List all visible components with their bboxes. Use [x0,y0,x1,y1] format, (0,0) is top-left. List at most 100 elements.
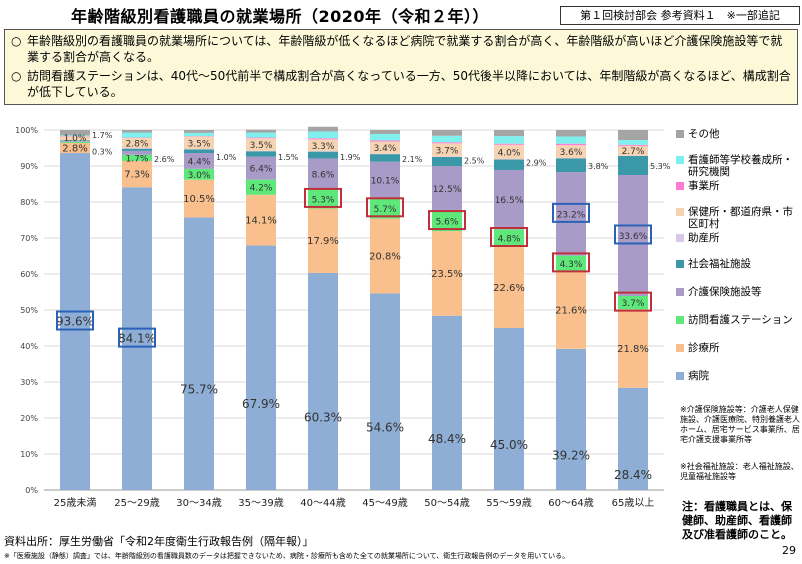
bar-segment [246,137,276,139]
bar-segment [556,158,586,173]
legend: その他 看護師等学校養成所・研究機関 事業所 保健所・都道府県・市区町村 助産所… [676,128,800,382]
bar-segment [370,141,400,154]
footnote-care-definition: ※介護保険施設等：介護老人保健施設、介護医療院、特別養護老人ホーム、居宅サービス… [680,405,800,444]
data-label: 23.2% [557,210,586,220]
x-tick-label: 65歳以上 [612,497,655,509]
data-label: 3.3% [312,142,335,152]
bar-segment [618,145,648,156]
bar-segment [494,130,524,137]
x-tick-label: 45〜49歳 [362,497,407,509]
bar-segment [122,130,152,133]
legend-swatch [676,372,684,380]
bar-segment [122,150,152,155]
bar-segment [308,139,338,152]
bar-segment [308,151,338,159]
data-label: 28.4% [614,468,652,482]
bar-segment [370,161,400,199]
y-tick-label: 70% [20,234,38,243]
bullet-icon: ○ [11,69,22,83]
data-label: 17.9% [307,236,339,247]
bar-segment [432,315,462,490]
bar-segment [246,132,276,138]
bar-segment [60,141,90,143]
data-label: 8.6% [312,170,335,180]
data-label: 5.7% [374,205,397,215]
side-label: 1.5% [278,153,299,162]
bar-segment [60,141,90,142]
bar-segment [556,130,586,137]
bar-segment [432,231,462,316]
bar-segment [308,126,338,132]
bar-segment [556,145,586,159]
side-label: 2.6% [154,155,175,164]
data-label: 2.7% [622,147,645,157]
x-tick-label: 50〜54歳 [424,497,469,509]
bar-segment [432,143,462,157]
data-label: 1.0% [64,134,87,144]
footnote-method: ※「医療施設（静態）調査」では、年齢階級別の看護職員数のデータは把握できないため… [4,552,570,560]
highlight-box [614,224,652,245]
bar-segment [618,387,648,490]
bar-segment [308,208,338,273]
bar-segment [122,137,152,148]
data-label: 4.4% [188,157,211,167]
bar-segment [370,293,400,490]
bar-segment [370,133,400,141]
data-label: 60.3% [304,410,342,424]
y-tick-label: 90% [20,162,38,171]
summary-point-1: ○ 年齢階級別の看護職員の就業場所については、年齢階級が低くなるほど病院で就業する… [11,34,783,64]
data-label: 21.6% [555,306,587,317]
data-label: 54.6% [366,421,404,435]
summary-box: ○ 年齢階級別の看護職員の就業場所については、年齢階級が低くなるほど病院で就業する… [4,29,798,105]
footnote-welfare-definition: ※社会福祉施設：老人福祉施設、児童福祉施設等 [680,462,799,481]
bar-segment [556,143,586,146]
legend-item-welfare: 社会福祉施設 [676,258,800,270]
data-label: 21.8% [617,344,649,355]
bar-segment [246,129,276,133]
bar-segment [432,130,462,136]
bar-segment [494,328,524,490]
legend-item-public: 保健所・都道府県・市区町村 [676,206,800,230]
side-label: 5.3% [650,162,671,171]
data-label: 48.4% [428,432,466,446]
bar-segment [122,160,152,188]
side-label: 2.9% [526,158,547,167]
legend-item-care: 介護保険施設等 [676,286,800,298]
data-label: 1.7% [126,154,149,164]
bar-segment [494,246,524,328]
bar-segment [246,245,276,490]
bar-segment [308,138,338,140]
bar-segment [246,138,276,151]
bar-segment [432,157,462,166]
bar-segment [308,189,338,209]
highlight-box [614,291,652,312]
legend-item-hospital: 病院 [676,370,800,382]
bar-segment [556,136,586,144]
data-label: 4.2% [250,184,273,194]
legend-item-other: その他 [676,128,800,140]
bullet-icon: ○ [11,34,22,48]
bar-segment [60,140,90,142]
bar-segment [432,135,462,143]
bar-segment [246,151,276,157]
data-label: 3.4% [374,144,397,154]
bar-segment [246,156,276,180]
legend-swatch [676,156,684,164]
data-label: 23.5% [431,269,463,280]
side-label: 2.1% [402,155,423,164]
x-tick-label: 25歳未満 [54,497,97,509]
data-label: 45.0% [490,438,528,452]
page-title: 年齢階級別看護職員の就業場所（2020年（令和２年）） [70,7,490,26]
legend-swatch [676,288,684,296]
highlight-box [490,227,528,247]
reference-badge: 第１回検討部会 参考資料１ ※一部追記 [560,6,800,25]
data-label: 10.1% [371,176,400,186]
x-tick-label: 30〜34歳 [176,497,221,509]
x-tick-label: 60〜64歳 [548,497,593,509]
data-label: 14.1% [245,216,277,227]
bar-segment [556,172,586,256]
legend-item-office: 事業所 [676,180,800,192]
highlight-box [118,327,156,348]
data-label: 2.8% [126,139,149,149]
bar-segment [494,143,524,145]
